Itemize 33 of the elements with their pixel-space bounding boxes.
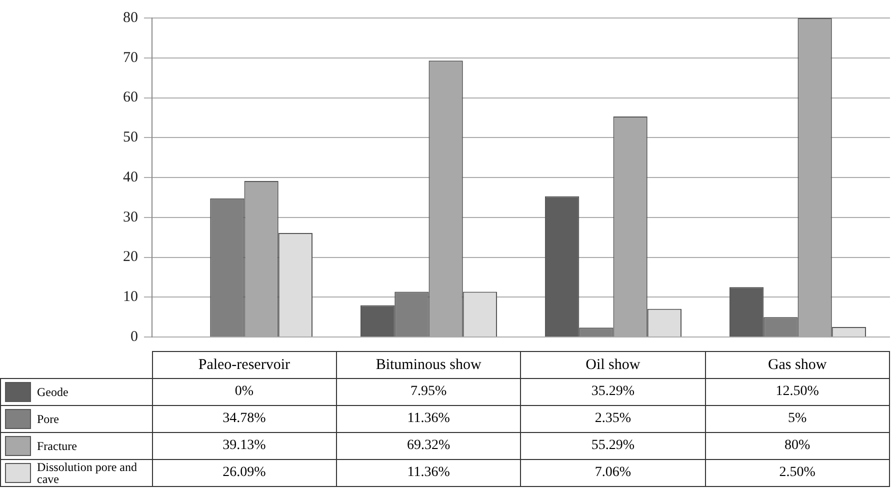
- legend-label: Geode: [37, 385, 68, 399]
- data-label: 7.06%: [520, 460, 706, 486]
- data-label: 26.09%: [152, 460, 336, 486]
- y-tick-label: 20: [123, 249, 138, 266]
- y-tick-label: 80: [123, 10, 138, 26]
- data-label: 55.29%: [520, 432, 706, 460]
- y-tick-label: 30: [123, 209, 138, 226]
- data-label: 12.50%: [705, 378, 890, 406]
- data-label: 7.95%: [336, 378, 521, 406]
- y-tick-label: 10: [123, 289, 138, 306]
- data-label: 39.13%: [152, 432, 336, 460]
- data-label: 11.36%: [336, 406, 521, 432]
- legend-label: Fracture: [37, 439, 77, 453]
- x-tick-label: Paleo-reservoir: [152, 352, 336, 378]
- data-label: 2.50%: [705, 460, 890, 486]
- data-label: 2.35%: [520, 406, 706, 432]
- data-label: 34.78%: [152, 406, 336, 432]
- data-label: 11.36%: [336, 460, 521, 486]
- data-label: 5%: [705, 406, 890, 432]
- y-tick-label: 40: [123, 169, 138, 186]
- legend-label: Dissolution pore and cave: [37, 460, 138, 486]
- data-label: 80%: [705, 432, 890, 460]
- y-tick-label: 60: [123, 90, 138, 106]
- x-tick-label: Gas show: [705, 352, 890, 378]
- x-tick-label: Bituminous show: [336, 352, 521, 378]
- data-label: 35.29%: [520, 378, 706, 406]
- y-tick-label: 0: [130, 328, 138, 345]
- y-tick-label: 50: [123, 130, 138, 146]
- x-tick-label: Oil show: [520, 352, 706, 378]
- data-label: 0%: [152, 378, 336, 406]
- y-tick-label: 70: [123, 50, 138, 66]
- data-label: 69.32%: [336, 432, 521, 460]
- legend-label: Pore: [37, 412, 59, 426]
